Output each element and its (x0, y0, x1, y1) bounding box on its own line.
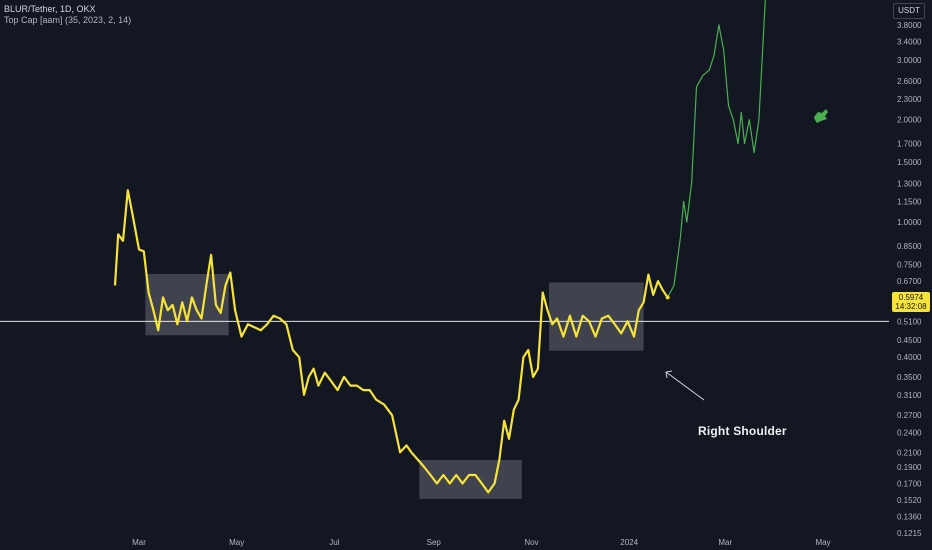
last-price-tag: 0.5974 14:32:08 (892, 292, 930, 312)
price-tick-label: 0.1520 (897, 496, 922, 505)
price-tick-label: 1.0000 (897, 218, 922, 227)
price-tick-label: 0.4000 (897, 353, 922, 362)
time-tick-label: Mar (132, 538, 146, 547)
price-tick-label: 0.8500 (897, 242, 922, 251)
annotation-arrow-line (665, 371, 705, 401)
price-tick-label: 1.7000 (897, 140, 922, 149)
price-tick-label: 0.1900 (897, 463, 922, 472)
bar-countdown: 14:32:08 (895, 302, 927, 311)
cursor-hand-icon[interactable] (814, 109, 828, 123)
time-axis-ticks: Mar May Jul Sep Nov 2024 Mar May (132, 538, 830, 547)
price-tick-label: 0.2400 (897, 429, 922, 438)
time-tick-label: Sep (427, 538, 442, 547)
annotation-label: Right Shoulder (698, 424, 787, 438)
price-tick-label: 1.1500 (897, 197, 922, 206)
time-tick-label: 2024 (620, 538, 638, 547)
price-tick-label: 0.5100 (897, 317, 922, 326)
price-tick-label: 3.4000 (897, 37, 922, 46)
price-tick-label: 0.4500 (897, 336, 922, 345)
price-axis-ticks: 3.8000 3.4000 3.0000 2.6000 2.3000 2.0000 1.70… (897, 21, 922, 538)
time-tick-label: May (815, 538, 830, 547)
price-tick-label: 0.3100 (897, 391, 922, 400)
range-box[interactable] (419, 459, 522, 499)
price-tick-label: 0.1700 (897, 479, 922, 488)
projection-series-line (667, 0, 766, 298)
price-tick-label: 1.5000 (897, 158, 922, 167)
annotation-arrow-head (665, 370, 673, 379)
time-tick-label: Nov (524, 538, 538, 547)
price-tick-label: 0.2700 (897, 411, 922, 420)
price-tick-label: 0.1360 (897, 512, 922, 521)
last-price-value: 0.5974 (898, 293, 924, 302)
last-price-dot (665, 295, 670, 300)
time-tick-label: Mar (718, 538, 732, 547)
currency-unit-button[interactable]: USDT (893, 3, 925, 19)
price-tick-label: 2.3000 (897, 95, 922, 104)
price-series-line (113, 189, 669, 494)
price-tick-label: 0.6700 (897, 277, 922, 286)
shaded-ranges (145, 273, 644, 499)
price-tick-label: 2.0000 (897, 116, 922, 125)
price-tick-label: 0.3500 (897, 373, 922, 382)
price-tick-label: 3.8000 (897, 21, 922, 30)
price-tick-label: 3.0000 (897, 56, 922, 65)
chart-title: BLUR/Tether, 1D, OKX (4, 4, 96, 14)
price-tick-label: 1.3000 (897, 179, 922, 188)
time-tick-label: Jul (329, 538, 339, 547)
price-tick-label: 0.7500 (897, 260, 922, 269)
price-tick-label: 2.6000 (897, 77, 922, 86)
price-tick-label: 0.1215 (897, 529, 922, 538)
range-box[interactable] (549, 282, 644, 351)
indicator-label: Top Cap [aam] (35, 2023, 2, 14) (4, 15, 132, 25)
price-tick-label: 0.2100 (897, 448, 922, 457)
time-tick-label: May (229, 538, 244, 547)
